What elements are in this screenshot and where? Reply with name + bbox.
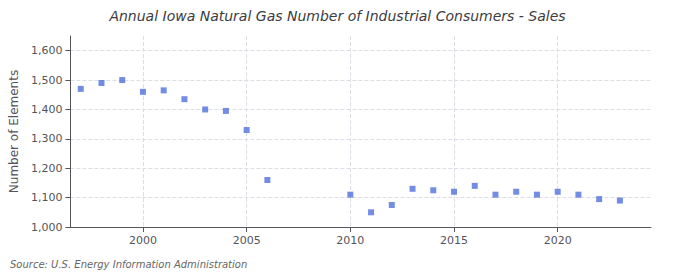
svg-text:1,600: 1,600 bbox=[31, 44, 63, 57]
svg-text:2015: 2015 bbox=[440, 234, 468, 247]
svg-text:Annual Iowa Natural Gas Number: Annual Iowa Natural Gas Number of Indust… bbox=[108, 8, 565, 24]
svg-text:Number of Elements: Number of Elements bbox=[7, 70, 21, 193]
svg-text:2005: 2005 bbox=[233, 234, 261, 247]
svg-text:2010: 2010 bbox=[336, 234, 364, 247]
svg-text:1,200: 1,200 bbox=[31, 162, 63, 175]
svg-text:1,100: 1,100 bbox=[31, 191, 63, 204]
svg-text:1,500: 1,500 bbox=[31, 74, 63, 87]
svg-text:1,000: 1,000 bbox=[31, 221, 63, 234]
svg-text:Source: U.S. Energy Informatio: Source: U.S. Energy Information Administ… bbox=[10, 259, 247, 270]
svg-text:2020: 2020 bbox=[544, 234, 572, 247]
svg-text:1,300: 1,300 bbox=[31, 132, 63, 145]
svg-text:1,400: 1,400 bbox=[31, 103, 63, 116]
svg-text:2000: 2000 bbox=[129, 234, 157, 247]
